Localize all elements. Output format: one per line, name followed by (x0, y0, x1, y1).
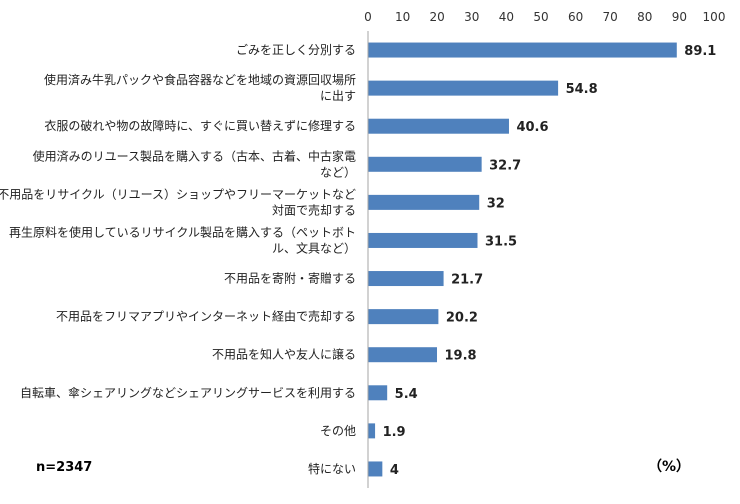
bars (368, 42, 677, 477)
category-label: その他 (320, 424, 356, 438)
bar (368, 461, 383, 477)
bar (368, 423, 376, 439)
bar (368, 194, 480, 210)
data-label: 54.8 (566, 82, 598, 97)
x-tick-label: 30 (464, 10, 479, 24)
category-label-line: 特にない (308, 461, 356, 476)
category-label: 不用品をリサイクル（リユース）ショップやフリーマーケットなど対面で売却する (0, 187, 356, 217)
data-label: 5.4 (395, 387, 418, 402)
data-labels: 89.1 54.8 40.6 32.7 32 31.5 21.7 20.2 19.8 5.4 1.9… (383, 44, 717, 478)
category-label-line: に出す (320, 89, 356, 103)
data-label: 20.2 (446, 311, 478, 326)
category-label-line: 不用品をリサイクル（リユース）ショップやフリーマーケットなど (0, 187, 356, 201)
category-label-line: ごみを正しく分別する (236, 42, 356, 57)
data-label: 89.1 (684, 44, 716, 59)
bar (368, 42, 677, 58)
category-label-line: 衣服の破れや物の故障時に、すぐに買い替えずに修理する (44, 118, 356, 133)
x-tick-label: 50 (533, 10, 548, 24)
category-label-line: 不用品を知人や友人に譲る (212, 347, 356, 362)
bar (368, 118, 509, 134)
x-tick-label: 60 (568, 10, 583, 24)
x-tick-label: 70 (603, 10, 618, 24)
category-label: 不用品を知人や友人に譲る (212, 347, 356, 362)
bar (368, 347, 438, 363)
category-label-line: その他 (320, 424, 356, 438)
x-tick-label: 20 (430, 10, 445, 24)
bar (368, 156, 482, 172)
category-label: 特にない (308, 461, 356, 476)
category-label-line: 不用品をフリマアプリやインターネット経由で売却する (56, 309, 356, 324)
data-label: 31.5 (485, 234, 517, 249)
bar (368, 232, 478, 248)
category-label: 使用済みのリユース製品を購入する（古本、古着、中古家電など） (33, 148, 356, 179)
category-label-line: 使用済み牛乳パックや食品容器などを地域の資源回収場所 (44, 72, 356, 87)
category-label-line: 使用済みのリユース製品を購入する（古本、古着、中古家電 (33, 148, 356, 163)
x-tick-label: 80 (637, 10, 652, 24)
data-label: 19.8 (445, 349, 477, 364)
category-label-line: 自転車、傘シェアリングなどシェアリングサービスを利用する (20, 386, 356, 400)
category-label: 衣服の破れや物の故障時に、すぐに買い替えずに修理する (44, 118, 356, 133)
category-label-line: 不用品を寄附・寄贈する (224, 271, 356, 286)
bar (368, 385, 388, 401)
x-tick-label: 10 (395, 10, 410, 24)
x-tick-label: 90 (672, 10, 687, 24)
category-label: 不用品をフリマアプリやインターネット経由で売却する (56, 309, 356, 324)
category-labels: ごみを正しく分別する使用済み牛乳パックや食品容器などを地域の資源回収場所に出す衣… (0, 42, 356, 476)
category-label-line: など） (320, 165, 356, 179)
sample-size-note: n=2347 (36, 460, 92, 475)
data-label: 21.7 (451, 273, 483, 288)
unit-label: （%） (648, 459, 690, 475)
x-axis-ticks: 0 10 20 30 40 50 60 70 80 90 100 (364, 10, 725, 24)
category-label: 自転車、傘シェアリングなどシェアリングサービスを利用する (20, 386, 356, 400)
data-label: 32 (487, 196, 505, 211)
bar (368, 80, 559, 96)
category-label-line: ル、文具など） (272, 240, 356, 255)
bar (368, 309, 439, 325)
data-label: 1.9 (383, 425, 406, 440)
category-label-line: 再生原料を使用しているリサイクル製品を購入する（ペットボト (9, 224, 356, 239)
data-label: 4 (390, 463, 399, 478)
data-label: 40.6 (516, 120, 548, 135)
category-label: 不用品を寄附・寄贈する (224, 271, 356, 286)
category-label: 使用済み牛乳パックや食品容器などを地域の資源回収場所に出す (44, 72, 356, 103)
x-tick-label: 40 (499, 10, 514, 24)
x-tick-label: 0 (364, 10, 372, 24)
data-label: 32.7 (489, 158, 521, 173)
bar (368, 271, 444, 287)
category-label-line: 対面で売却する (272, 202, 356, 217)
category-label: ごみを正しく分別する (236, 42, 356, 57)
category-label: 再生原料を使用しているリサイクル製品を購入する（ペットボトル、文具など） (9, 224, 356, 255)
x-tick-label: 100 (703, 10, 726, 24)
